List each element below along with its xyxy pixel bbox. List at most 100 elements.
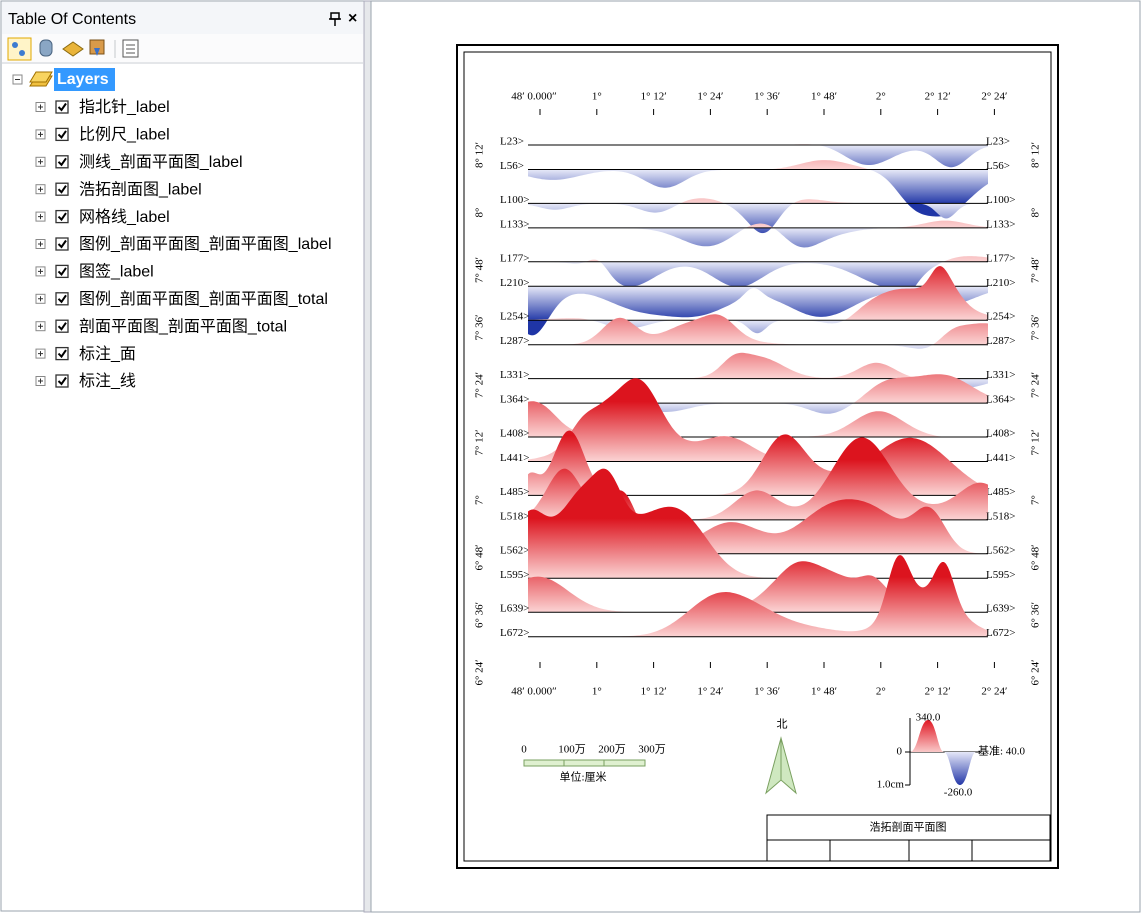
line-label-right: L287> — [986, 335, 1015, 347]
layer-checkbox[interactable] — [55, 209, 69, 224]
legend-max: 340.0 — [916, 712, 941, 724]
line-label-left: L485> — [500, 486, 529, 498]
check-mark — [57, 157, 67, 167]
x-axis-label-top: 48′ 0.000″ — [511, 91, 557, 103]
list-by-drawing-order[interactable] — [7, 37, 32, 61]
check-mark — [57, 130, 67, 139]
x-axis-label-top: 1° — [592, 91, 602, 103]
check-mark — [57, 239, 67, 249]
toc-title: Table Of Contents — [8, 11, 136, 28]
scale-label: 300万 — [638, 744, 666, 756]
line-label-right: L408> — [986, 428, 1015, 440]
x-axis-label-top: 1° 24′ — [697, 91, 723, 103]
line-label-right: L56> — [986, 160, 1010, 172]
check-mark — [57, 322, 67, 331]
line-label-left: L672> — [500, 627, 529, 639]
layer-checkbox[interactable] — [55, 374, 69, 388]
line-label-right: L518> — [986, 510, 1015, 522]
y-axis-label-left: 7° 48′ — [474, 257, 486, 283]
layer-name[interactable]: 图例_剖面平面图_剖面平面图_label — [79, 235, 332, 253]
y-axis-label-left: 7° 36′ — [474, 314, 486, 340]
y-axis-label-right: 8° — [1030, 208, 1042, 218]
splitter[interactable] — [363, 0, 372, 913]
scale-bar — [523, 759, 646, 767]
line-label-left: L210> — [500, 277, 529, 289]
y-axis-label-right: 6° 24′ — [1030, 659, 1042, 685]
y-axis-label-right: 7° 48′ — [1030, 257, 1042, 283]
layer-checkbox[interactable] — [55, 346, 69, 361]
layer-checkbox[interactable] — [55, 182, 69, 196]
check-mark — [57, 212, 67, 222]
expand-sign — [38, 159, 43, 165]
layer-checkbox[interactable] — [55, 319, 69, 333]
line-label-left: L639> — [500, 603, 529, 615]
y-axis-label-left: 7° 24′ — [474, 372, 486, 398]
x-axis-label-bottom: 48′ 0.000″ — [511, 686, 557, 698]
layer-name[interactable]: 剖面平面图_剖面平面图_total — [79, 317, 287, 335]
close-button[interactable]: × — [348, 10, 357, 27]
y-axis-label-right: 7° — [1030, 495, 1042, 505]
check-mark — [57, 267, 67, 276]
layer-checkbox[interactable] — [55, 100, 69, 114]
layer-name[interactable]: 测线_剖面平面图_label — [79, 153, 243, 171]
layer-checkbox[interactable] — [55, 292, 69, 306]
layers-root[interactable]: Layers — [57, 71, 109, 88]
check-mark — [57, 102, 67, 112]
line-label-right: L562> — [986, 544, 1015, 556]
layer-checkbox[interactable] — [55, 155, 69, 169]
toc-toolbar — [2, 34, 363, 62]
legend-base: 基准: 40.0 — [978, 745, 1026, 758]
toc-panel — [0, 0, 365, 912]
line-label-right: L672> — [986, 627, 1015, 639]
layer-name[interactable]: 浩拓剖面图_label — [79, 180, 202, 198]
expand-sign — [38, 296, 43, 302]
y-axis-label-left: 7° 12′ — [474, 429, 486, 455]
line-label-left: L408> — [500, 428, 529, 440]
layer-name[interactable]: 标注_线 — [79, 372, 136, 390]
layer-name[interactable]: 网格线_label — [79, 208, 170, 226]
profile-positive — [528, 266, 988, 321]
expand-sign — [38, 378, 43, 384]
line-label-right: L485> — [986, 486, 1015, 498]
legend-unit: 1.0cm — [877, 779, 905, 791]
y-axis-label-left: 6° 48′ — [474, 544, 486, 570]
layer-checkbox[interactable] — [55, 127, 69, 142]
layer-name[interactable]: 图例_剖面平面图_剖面平面图_total — [79, 290, 328, 308]
line-label-left: L331> — [500, 369, 529, 381]
list-by-selection[interactable] — [89, 39, 105, 56]
scale-label: 0 — [521, 744, 527, 756]
list-by-visibility[interactable] — [62, 41, 84, 57]
layer-name[interactable]: 比例尺_label — [79, 126, 170, 144]
y-axis-label-left: 6° 36′ — [474, 602, 486, 628]
expand-sign — [38, 268, 43, 274]
toc-titlebar — [2, 2, 363, 34]
pin-button[interactable] — [329, 12, 341, 26]
profile-negative — [872, 344, 933, 349]
check-mark — [57, 185, 67, 194]
line-label-right: L441> — [986, 452, 1015, 464]
layer-name[interactable]: 图签_label — [79, 263, 154, 281]
line-label-right: L133> — [986, 218, 1015, 230]
profile-positive — [528, 220, 988, 228]
line-label-left: L23> — [500, 136, 524, 148]
check-mark — [57, 376, 67, 386]
options[interactable] — [122, 39, 139, 58]
line-label-left: L100> — [500, 194, 529, 206]
profile-positive — [528, 374, 988, 404]
layer-name[interactable]: 标注_面 — [79, 345, 136, 363]
scale-label: 200万 — [598, 744, 626, 756]
list-by-source[interactable] — [39, 39, 53, 57]
legend-min: -260.0 — [944, 787, 973, 799]
y-axis-label-left: 8° — [474, 208, 486, 218]
line-label-left: L177> — [500, 252, 529, 264]
layer-checkbox[interactable] — [55, 237, 69, 251]
layers-icon — [29, 71, 53, 87]
expand-sign — [38, 214, 43, 220]
layer-checkbox[interactable] — [55, 264, 69, 279]
toolbar-icons — [7, 37, 139, 61]
north-label: 北 — [777, 718, 788, 731]
line-label-right: L639> — [986, 603, 1015, 615]
layer-name[interactable]: 指北针_label — [79, 98, 170, 116]
profile-positive — [528, 437, 988, 520]
